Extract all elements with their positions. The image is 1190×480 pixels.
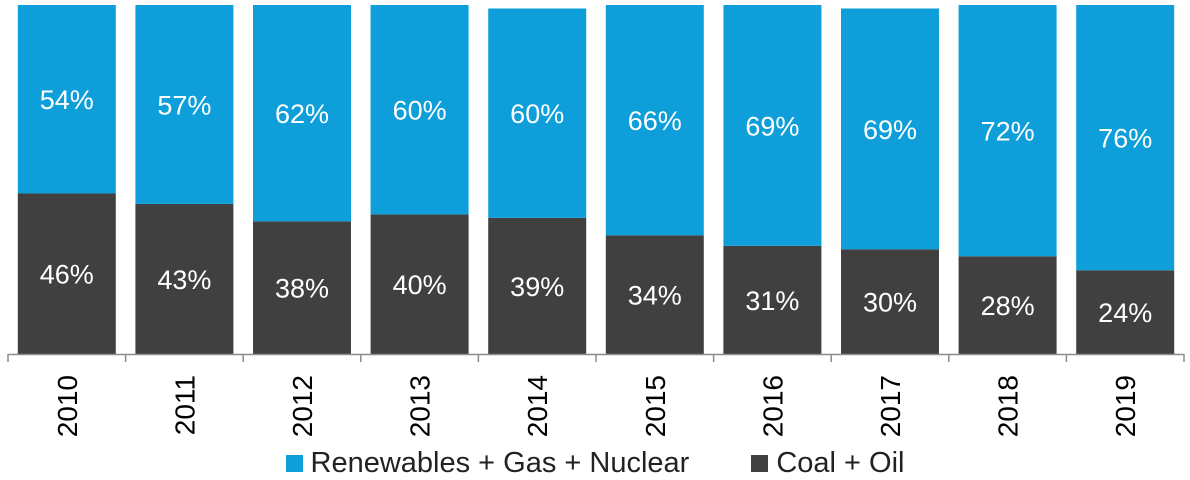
legend: Renewables + Gas + Nuclear Coal + Oil [0,447,1190,479]
data-label-coal-oil-2012: 38% [275,274,329,304]
bar-renewables-gas-nuclear-2010 [17,5,116,194]
data-label-renewables-gas-nuclear-2014: 60% [510,99,564,129]
bar-renewables-gas-nuclear-2017 [841,8,939,250]
bar-renewables-gas-nuclear-2019 [1076,5,1175,271]
data-label-coal-oil-2014: 39% [510,272,564,302]
bar-renewables-gas-nuclear-2014 [488,8,587,218]
data-label-renewables-gas-nuclear-2010: 54% [40,85,94,115]
bar-renewables-gas-nuclear-2015 [605,5,704,236]
x-tick-label-2012: 2012 [287,375,318,437]
data-label-coal-oil-2013: 40% [393,270,447,300]
x-tick-label-2019: 2019 [1110,375,1141,437]
legend-label-renewables-gas-nuclear: Renewables + Gas + Nuclear [310,446,690,479]
bar-renewables-gas-nuclear-2016 [723,5,822,246]
bar-renewables-gas-nuclear-2018 [958,5,1057,257]
legend-label-coal-oil: Coal + Oil [776,446,905,479]
data-label-renewables-gas-nuclear-2012: 62% [275,99,329,129]
bar-coal-oil-2013 [370,214,469,354]
data-label-renewables-gas-nuclear-2018: 72% [981,117,1035,147]
x-tick-label-2018: 2018 [993,375,1024,437]
legend-swatch-coal-oil [751,454,769,472]
data-label-coal-oil-2016: 31% [745,286,799,316]
bar-renewables-gas-nuclear-2012 [253,5,351,222]
data-label-renewables-gas-nuclear-2019: 76% [1098,124,1152,154]
data-label-coal-oil-2018: 28% [981,291,1035,321]
x-axis: 2010 2011 2012 2013 2014 2015 2016 2017 2018 2019 [7,353,1185,437]
bar-coal-oil-2012 [253,221,351,354]
bar-coal-oil-2011 [135,203,234,354]
x-tick-label-2016: 2016 [757,375,788,437]
data-label-coal-oil-2015: 34% [628,281,682,311]
data-label-renewables-gas-nuclear-2015: 66% [628,106,682,136]
bar-coal-oil-2018 [958,256,1057,354]
x-tick-label-2013: 2013 [405,375,436,437]
data-label-renewables-gas-nuclear-2013: 60% [393,96,447,126]
legend-item-coal-oil: Coal + Oil [751,447,904,480]
data-label-coal-oil-2010: 46% [40,260,94,290]
data-label-renewables-gas-nuclear-2017: 69% [863,115,917,145]
bars-layer [17,5,1175,354]
bar-coal-oil-2019 [1076,270,1175,354]
data-label-coal-oil-2019: 24% [1098,298,1152,328]
bar-renewables-gas-nuclear-2011 [135,5,234,204]
x-tick-label-2015: 2015 [640,375,671,437]
x-tick-label-2017: 2017 [875,375,906,437]
data-label-renewables-gas-nuclear-2016: 69% [745,111,799,141]
data-label-coal-oil-2011: 43% [157,265,211,295]
data-labels-layer: 46% 54% 43% 57% 38% 62% 40% 60% 39% 60% 34% 66% 31% 6… [40,85,1152,328]
bar-coal-oil-2017 [841,249,939,354]
data-label-coal-oil-2017: 30% [863,288,917,318]
bar-coal-oil-2016 [723,245,822,354]
legend-swatch-renewables-gas-nuclear [285,454,303,472]
x-tick-label-2011: 2011 [169,375,200,435]
bar-coal-oil-2015 [605,235,704,354]
x-tick-label-2010: 2010 [52,375,83,437]
x-tick-label-2014: 2014 [522,375,553,437]
bar-coal-oil-2010 [17,193,116,354]
legend-item-renewables-gas-nuclear: Renewables + Gas + Nuclear [285,446,690,480]
data-label-renewables-gas-nuclear-2011: 57% [157,90,211,120]
bar-coal-oil-2014 [488,217,587,354]
bar-renewables-gas-nuclear-2013 [370,5,469,215]
